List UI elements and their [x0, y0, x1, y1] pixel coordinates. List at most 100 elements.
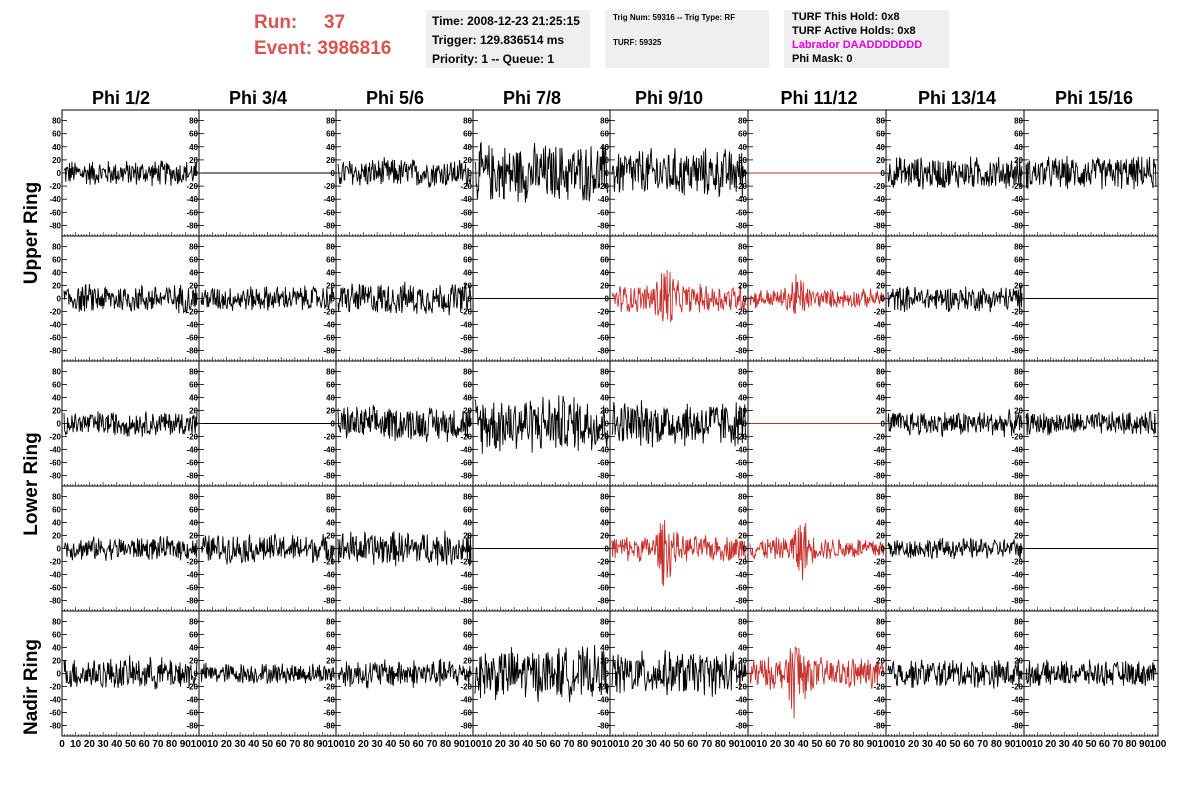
y-tick-label: 20: [876, 156, 885, 165]
y-tick-label: -40: [323, 571, 335, 580]
column-header-phi-1-2: Phi 1/2: [91, 88, 151, 108]
y-tick-label: 80: [1014, 368, 1023, 377]
panel-r3-c1: -80 -60 -40 -20 0 20 40 60 80: [186, 485, 337, 612]
y-tick-label: -20: [460, 683, 472, 692]
y-tick-label: 80: [876, 243, 885, 252]
x-tick-label: 60: [963, 739, 975, 750]
y-tick-label: 80: [600, 493, 609, 502]
y-tick-label: -20: [873, 308, 885, 317]
y-tick-label: -60: [597, 709, 609, 718]
x-tick-label: 20: [495, 739, 507, 750]
x-tick-label: 10: [618, 739, 630, 750]
x-tick-label: 30: [784, 739, 796, 750]
y-tick-label: 0: [331, 670, 336, 679]
panel-r0-c5: -80 -60 -40 -20 0 20 40 60 80: [735, 109, 887, 237]
x-tick-label: 60: [550, 739, 562, 750]
y-tick-label: -60: [186, 584, 198, 593]
x-tick-label: 50: [399, 739, 411, 750]
column-header-phi-3-4: Phi 3/4: [228, 88, 288, 108]
y-tick-label: 80: [189, 618, 198, 627]
y-tick-label: 40: [1014, 143, 1023, 152]
y-tick-label: 40: [738, 519, 747, 528]
y-tick-label: -20: [186, 433, 198, 442]
y-tick-label: 20: [738, 657, 747, 666]
y-tick-label: 20: [1014, 282, 1023, 291]
x-tick-label: 10: [344, 739, 356, 750]
y-tick-label: 60: [738, 130, 747, 139]
waveform-trace: [1025, 155, 1157, 190]
y-tick-label: -60: [186, 334, 198, 343]
y-tick-label: -20: [873, 433, 885, 442]
y-tick-label: 60: [738, 506, 747, 515]
y-tick-label: -60: [735, 208, 747, 217]
x-tick-label: 90: [1139, 739, 1151, 750]
panel-r0-c4: -80 -60 -40 -20 0 20 40 60 80: [597, 109, 749, 237]
y-tick-label: 40: [52, 394, 61, 403]
y-tick-label: -40: [1011, 696, 1023, 705]
y-tick-label: 40: [189, 519, 198, 528]
y-tick-label: -60: [460, 334, 472, 343]
trigger-text: Trigger: 129.836514 ms: [432, 33, 565, 47]
column-header-phi-7-8: Phi 7/8: [502, 88, 562, 108]
waveform-trace: [887, 156, 1023, 190]
y-tick-label: 60: [876, 506, 885, 515]
y-tick-label: 40: [189, 644, 198, 653]
x-tick-label: 70: [289, 739, 301, 750]
y-tick-label: 40: [1014, 394, 1023, 403]
phi-mask-text: Phi Mask: 0: [792, 53, 853, 65]
y-tick-label: -20: [49, 433, 61, 442]
y-tick-label: 0: [743, 670, 748, 679]
y-tick-label: -60: [1011, 459, 1023, 468]
y-tick-label: -60: [735, 584, 747, 593]
panel-r0-c3: -80 -60 -40 -20 0 20 40 60 80: [460, 109, 611, 237]
y-tick-label: 60: [326, 256, 335, 265]
waveform-trace: [63, 411, 198, 437]
x-tick-label: 20: [358, 739, 370, 750]
y-tick-label: 80: [189, 243, 198, 252]
panel-r1-c7: -80 -60 -40 -20 0 20 40 60 80: [1011, 235, 1159, 362]
y-tick-label: -40: [49, 446, 61, 455]
y-tick-label: -40: [460, 321, 472, 330]
run-value: 37: [324, 12, 346, 33]
y-tick-label: -20: [49, 182, 61, 191]
waveform-trace: [474, 395, 609, 454]
x-tick-label: 100: [328, 739, 345, 750]
y-tick-label: -80: [597, 597, 609, 606]
x-tick-label: 80: [166, 739, 178, 750]
x-tick-label: 50: [949, 739, 961, 750]
y-tick-label: 0: [468, 295, 473, 304]
panel-r3-c7: -80 -60 -40 -20 0 20 40 60 80: [1011, 485, 1159, 612]
y-tick-label: 40: [189, 143, 198, 152]
y-tick-label: 40: [189, 394, 198, 403]
y-tick-label: -20: [49, 683, 61, 692]
waveform-trace: [337, 281, 472, 316]
y-tick-label: 40: [326, 394, 335, 403]
turf-info-box: TURF This Hold: 0x8 TURF Active Holds: 0…: [784, 10, 949, 68]
y-tick-label: 40: [326, 519, 335, 528]
waveform-trace: [887, 537, 1023, 560]
y-tick-label: 0: [57, 295, 62, 304]
y-tick-label: 20: [738, 282, 747, 291]
y-tick-label: -80: [1011, 221, 1023, 230]
panel-r3-c2: -80 -60 -40 -20 0 20 40 60 80: [323, 485, 474, 612]
y-tick-label: -40: [873, 446, 885, 455]
waveform-trace: [200, 662, 335, 685]
x-tick-label: 10: [207, 739, 219, 750]
y-tick-label: 0: [194, 545, 199, 554]
waveform-trace: [200, 533, 335, 565]
y-tick-label: -40: [735, 446, 747, 455]
y-tick-label: -60: [460, 208, 472, 217]
y-tick-label: 60: [1014, 130, 1023, 139]
y-tick-label: 20: [463, 532, 472, 541]
y-tick-label: 80: [463, 618, 472, 627]
panel-r1-c6: -80 -60 -40 -20 0 20 40 60 80: [873, 235, 1025, 362]
x-tick-label: 30: [922, 739, 934, 750]
y-tick-label: -40: [735, 195, 747, 204]
y-tick-label: -20: [597, 182, 609, 191]
y-tick-label: -60: [597, 208, 609, 217]
y-tick-label: -20: [186, 683, 198, 692]
y-tick-label: 80: [1014, 243, 1023, 252]
waveform-trace: [200, 285, 335, 311]
panel-r1-c1: -80 -60 -40 -20 0 20 40 60 80: [186, 235, 337, 362]
